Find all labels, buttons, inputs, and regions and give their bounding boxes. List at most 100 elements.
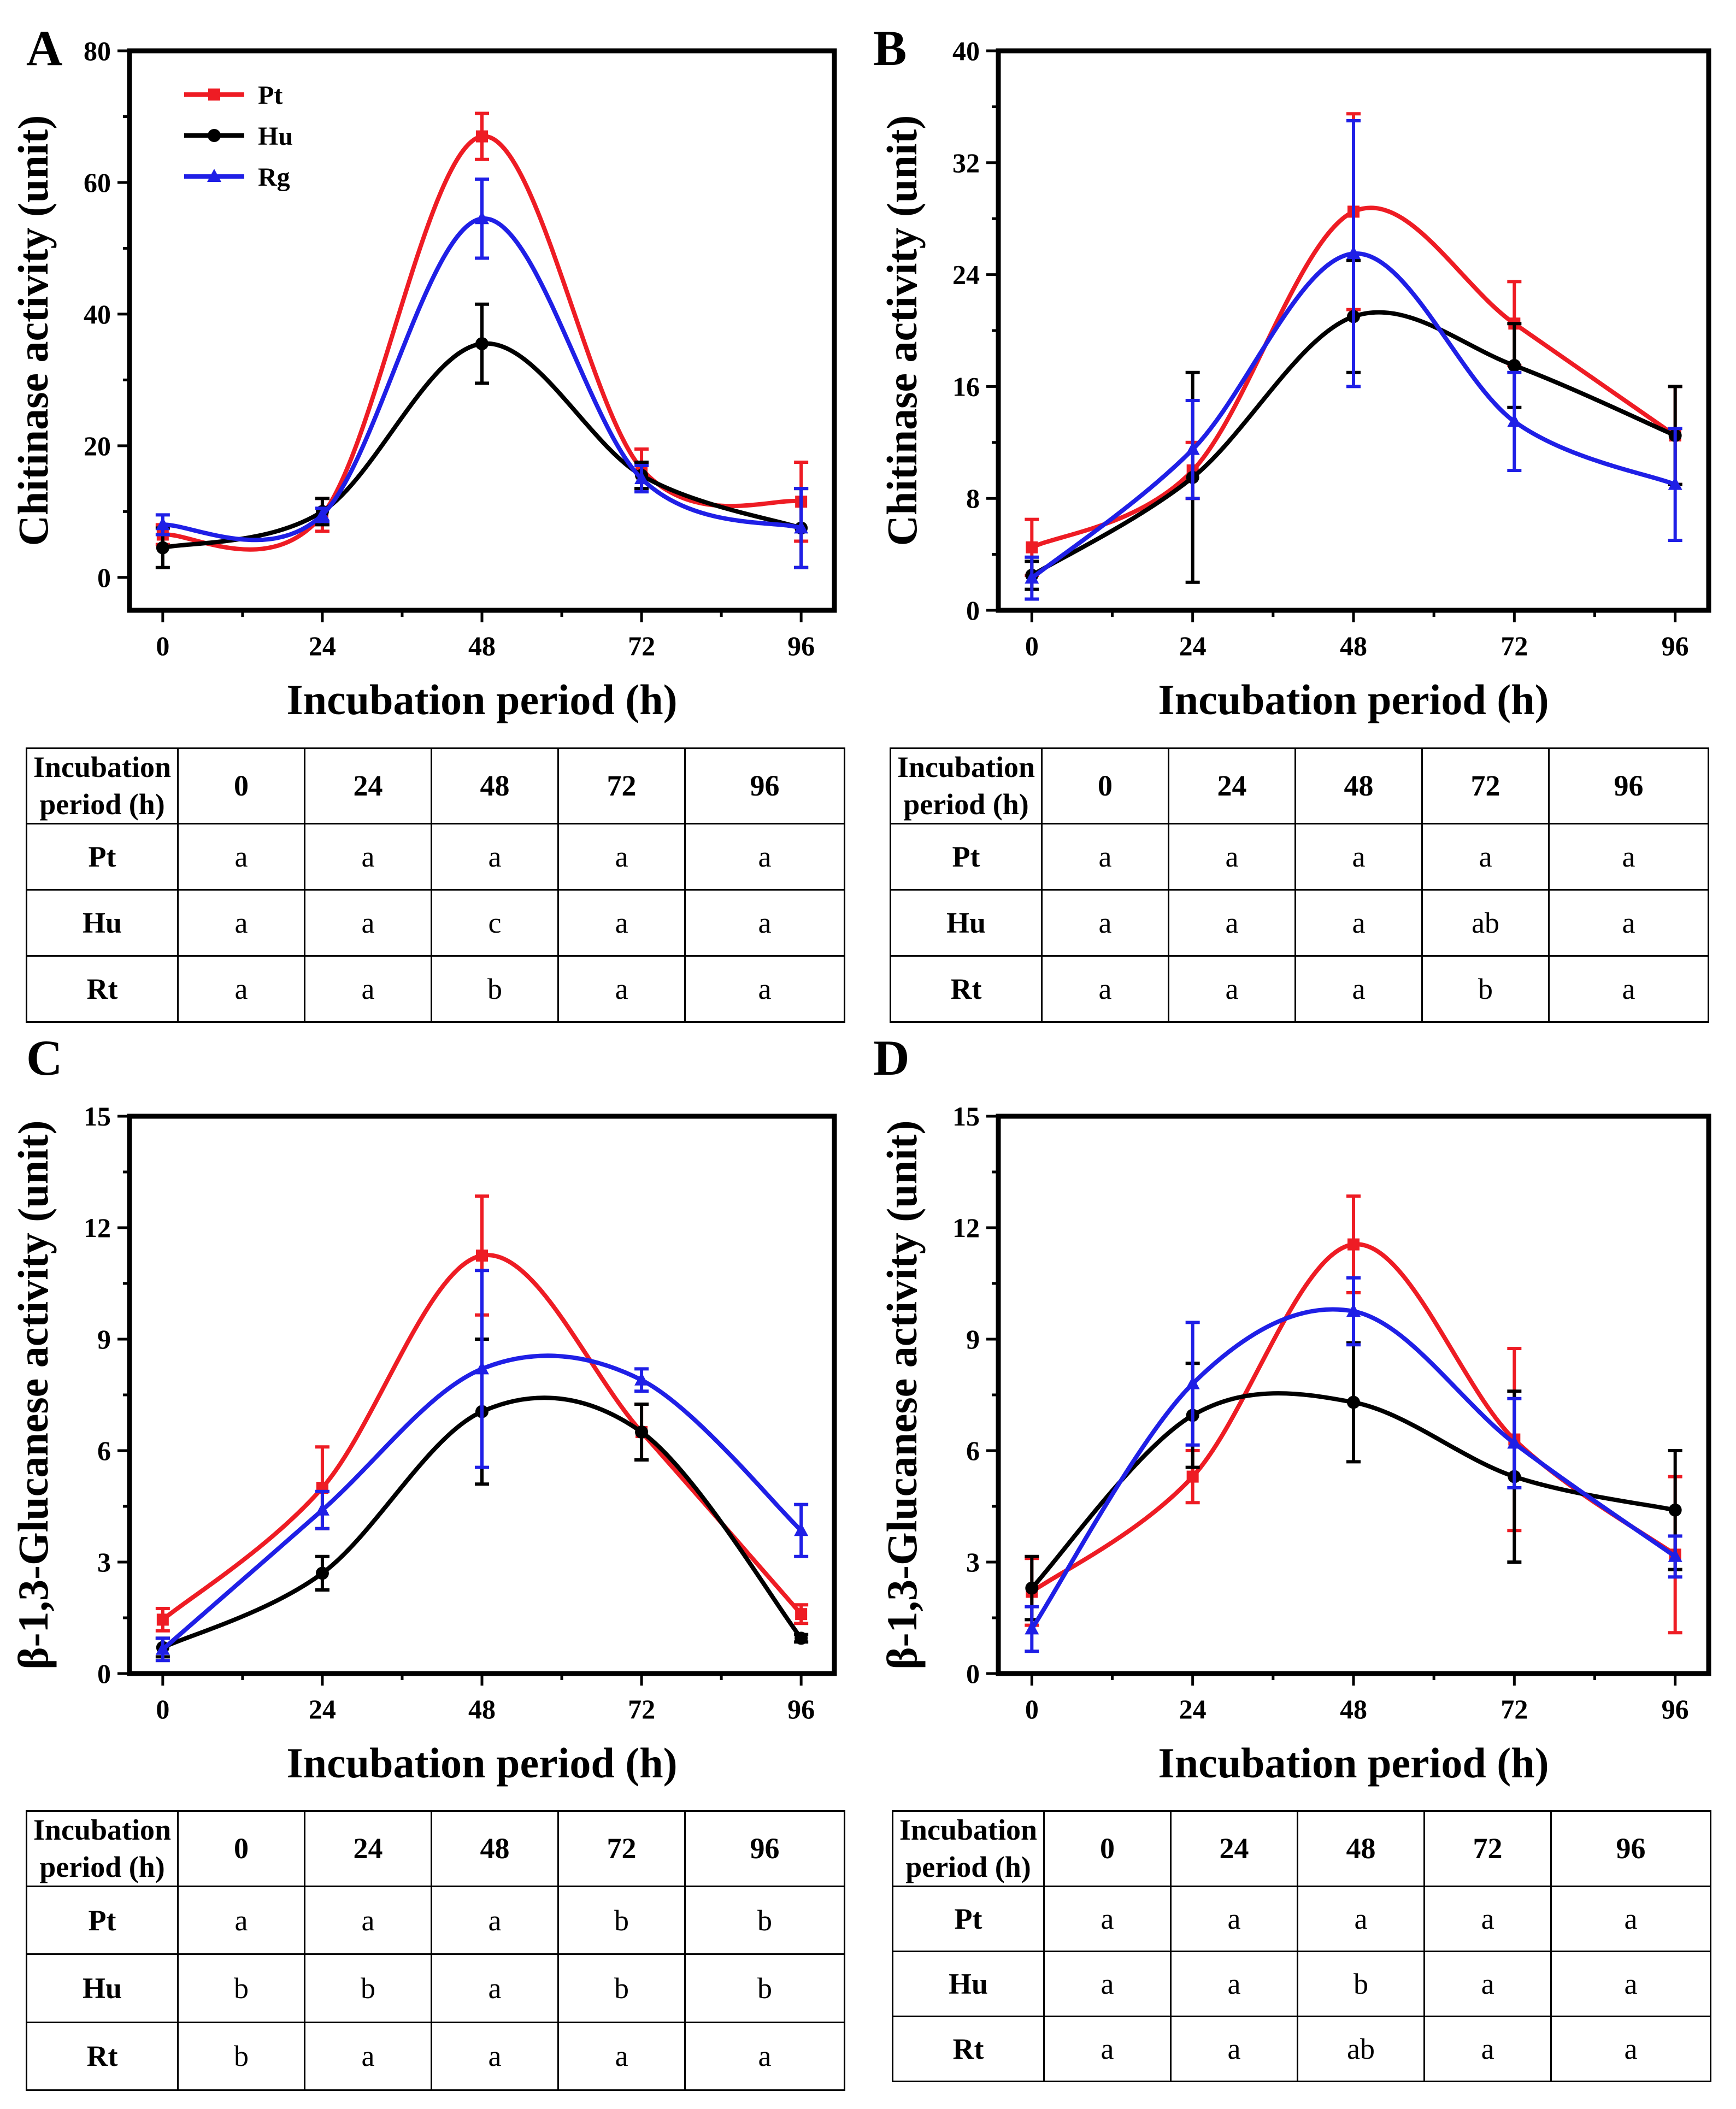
x-tick-label: 96 [1662, 1694, 1689, 1724]
table-row-label: Rt [26, 2021, 179, 2092]
table-cell: a [1294, 889, 1423, 957]
table-cell: a [1167, 889, 1297, 957]
y-tick-label: 9 [966, 1324, 980, 1354]
y-tick-label: 12 [952, 1212, 980, 1243]
table-cell: a [684, 889, 845, 957]
significance-table-c: Incubation period (h) 0 24 48 72 96 Pt a a a b b Hu b b… [26, 1810, 845, 2092]
y-tick-label: 6 [97, 1435, 111, 1466]
y-tick-label: 16 [952, 371, 980, 402]
table-cell: a [303, 823, 433, 891]
legend-marker-hu [208, 129, 221, 142]
x-axis-title: Incubation period (h) [1158, 676, 1549, 723]
x-tick-label: 0 [1025, 631, 1039, 661]
table-cell: a [303, 889, 433, 957]
y-tick-label: 12 [84, 1212, 111, 1243]
data-point-rg [475, 211, 489, 225]
y-tick-label: 32 [952, 148, 980, 178]
chart-b: 0 24 48 72 96 0 8 16 24 32 40 Incubation period (h)… [878, 36, 1711, 723]
table-cell: ab [1296, 2016, 1426, 2082]
table-cell: a [1294, 823, 1423, 891]
data-point-rg [634, 471, 649, 485]
data-point-hu [1025, 1581, 1039, 1595]
table-cell: a [1040, 889, 1169, 957]
table-column-header: 96 [1548, 747, 1709, 824]
table-column-header: 72 [1423, 1810, 1552, 1887]
legend-label-rg: Rg [258, 163, 290, 192]
x-tick-label: 48 [468, 1694, 496, 1724]
data-point-pt [1186, 1470, 1199, 1483]
table-cell: a [1548, 889, 1709, 957]
y-tick-label: 9 [97, 1324, 111, 1354]
table-column-header: 0 [176, 747, 305, 824]
table-cell: a [176, 1885, 305, 1955]
data-point-rg [155, 517, 170, 531]
table-cell: a [684, 955, 845, 1023]
table-cell: a [1548, 955, 1709, 1023]
data-point-rg [634, 1372, 649, 1386]
table-cell: a [557, 823, 686, 891]
table-row: Pt a a a a a [26, 823, 845, 891]
table-cell: a [1423, 1951, 1552, 2017]
legend-marker-pt [208, 89, 220, 101]
x-tick-label: 48 [468, 631, 496, 661]
data-point-rg [315, 1502, 329, 1516]
data-point-rg [794, 520, 809, 534]
data-point-rg [315, 507, 329, 521]
table-column-header: 24 [303, 1810, 433, 1887]
table-cell: a [1294, 955, 1423, 1023]
table-cell: a [1423, 1886, 1552, 1952]
table-row-label: Rt [892, 2016, 1045, 2082]
panel-letter-b: B [873, 20, 907, 76]
x-tick-label: 24 [1179, 631, 1207, 661]
y-tick-label: 0 [97, 1658, 111, 1689]
significance-table-d: Incubation period (h) 0 24 48 72 96 Pt a a a a a Hu a a… [892, 1810, 1711, 2082]
panel-letter-d: D [873, 1030, 910, 1086]
x-tick-label: 96 [787, 1694, 815, 1724]
table-column-header: 0 [176, 1810, 305, 1887]
y-tick-label: 60 [84, 167, 111, 198]
table-cell: a [1169, 1886, 1299, 1952]
x-tick-label: 24 [1179, 1694, 1207, 1724]
y-tick-label: 0 [966, 595, 980, 626]
table-column-header: 0 [1040, 747, 1169, 824]
table-row: Rt a a b a a [26, 955, 845, 1023]
x-tick-label: 24 [309, 1694, 336, 1724]
series-line-rg [1029, 1307, 1677, 1630]
table-cell: a [176, 889, 305, 957]
data-point-rg [1668, 476, 1682, 490]
table-header-row: Incubation period (h) 0 24 48 72 96 [890, 747, 1709, 824]
panel-letter-a: A [26, 20, 63, 76]
table-cell: a [1043, 1886, 1172, 1952]
y-tick-label: 40 [952, 36, 980, 66]
table-header-row: Incubation period (h) 0 24 48 72 96 [892, 1810, 1711, 1887]
table-cell: a [1167, 823, 1297, 891]
data-point-pt [1026, 541, 1038, 553]
table-cell: b [303, 1953, 433, 2023]
table-cell: b [1296, 1951, 1426, 2017]
table-cell: a [430, 1953, 560, 2023]
x-axis-title: Incubation period (h) [286, 676, 677, 723]
data-point-hu [156, 541, 169, 555]
table-cell: b [430, 955, 560, 1023]
table-corner-header: Incubation period (h) [890, 747, 1043, 824]
table-cell: a [1167, 955, 1297, 1023]
table-column-header: 72 [1421, 747, 1550, 824]
table-row-label: Pt [26, 1885, 179, 1955]
table-row-label: Hu [892, 1951, 1045, 2017]
y-tick-label: 3 [966, 1547, 980, 1577]
data-point-hu [795, 1631, 808, 1645]
table-column-header: 72 [557, 747, 686, 824]
data-point-rg [475, 1361, 489, 1375]
table-row-label: Hu [26, 1953, 179, 2023]
x-tick-label: 0 [1025, 1694, 1039, 1724]
table-cell: b [176, 1953, 305, 2023]
table-cell: a [1550, 2016, 1711, 2082]
data-point-rg [794, 1523, 809, 1536]
table-row: Hu a a a ab a [890, 889, 1709, 957]
table-cell: c [430, 889, 560, 957]
table-column-header: 24 [303, 747, 433, 824]
x-tick-label: 96 [1662, 631, 1689, 661]
y-tick-label: 20 [84, 431, 111, 461]
table-cell: b [684, 1953, 845, 2023]
table-column-header: 48 [1296, 1810, 1426, 1887]
